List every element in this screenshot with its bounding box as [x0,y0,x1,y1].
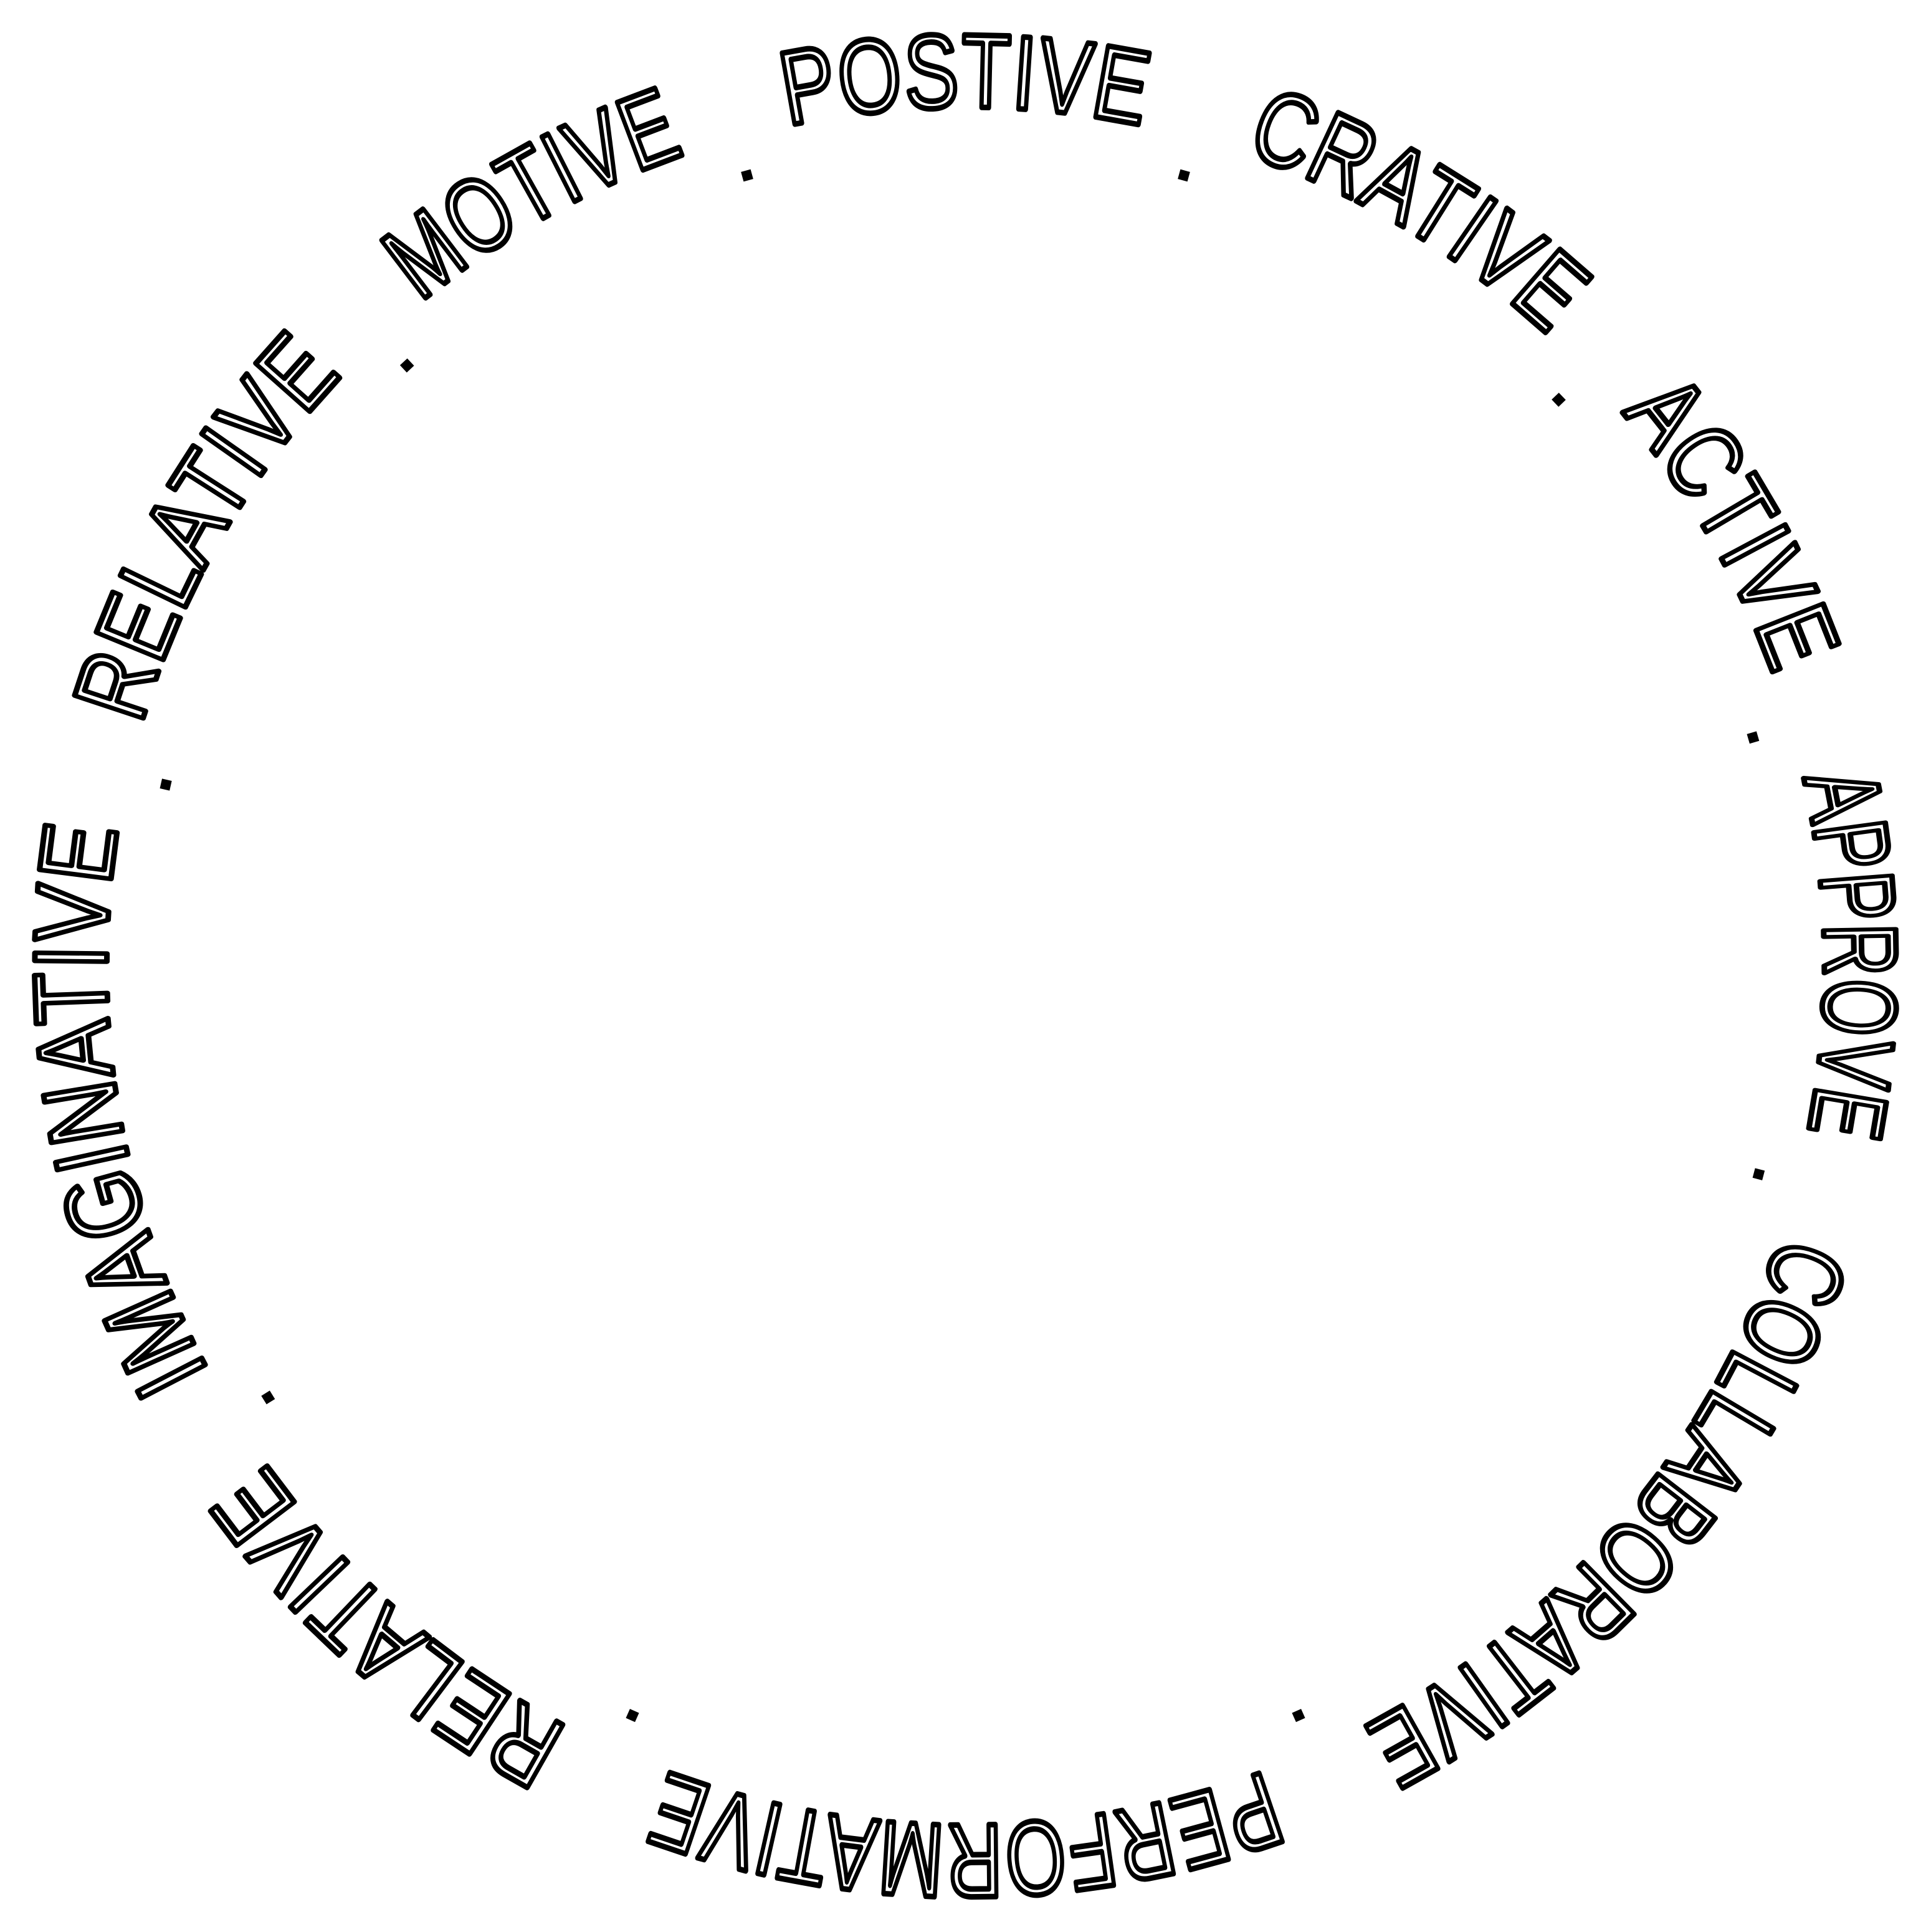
ring-word-text: CRATIVE [1234,62,1613,356]
ring-word-active: ACTIVE [1604,353,1862,684]
ring-word-text: RELATIVE [48,308,361,735]
ring-word-text: PERFORMATIVE [632,1747,1298,1923]
ring-word-text: POSTIVE [769,9,1161,150]
ring-word-collaborative: COLLABORATIVE [1351,1227,1871,1811]
ring-word-crative: CRATIVE [1237,65,1611,353]
ring-word-motive: MOTIVE [363,65,694,320]
separator-dot: · [1292,1709,1305,1723]
ring-word-relative: RELATIVE [51,311,360,732]
ring-word-performative: PERFORMATIVE [635,1750,1296,1920]
separator-dot: · [1552,393,1566,407]
separator-dot: · [741,169,753,182]
ring-word-text: COLLABORATIVE [1348,1224,1872,1814]
ring-word-relative: RELATIVE [189,1448,580,1810]
ring-word-imaginative: IMAGINATIVE [12,816,229,1416]
ring-word-text: RELATIVE [186,1446,581,1814]
ring-words-group: POSTIVE · CRATIVE · ACTIVE · APPROVE · COLLABORA… [9,9,1920,1923]
ring-word-text: ACTIVE [1602,350,1864,687]
ring-word-approve: APPROVE [1781,760,1919,1149]
separator-dot: · [1752,1168,1765,1180]
separator-dot: · [399,358,414,373]
separator-dot: · [160,778,172,791]
ring-word-postive: POSTIVE [771,12,1160,147]
ring-word-text: IMAGINATIVE [9,813,230,1418]
ring-word-text: APPROVE [1779,757,1921,1151]
ring-word-text: MOTIVE [360,62,696,323]
separator-dot: · [261,1390,275,1405]
separator-dot: · [626,1709,639,1723]
separator-dot: · [1178,169,1190,182]
separator-dot: · [1747,731,1760,744]
